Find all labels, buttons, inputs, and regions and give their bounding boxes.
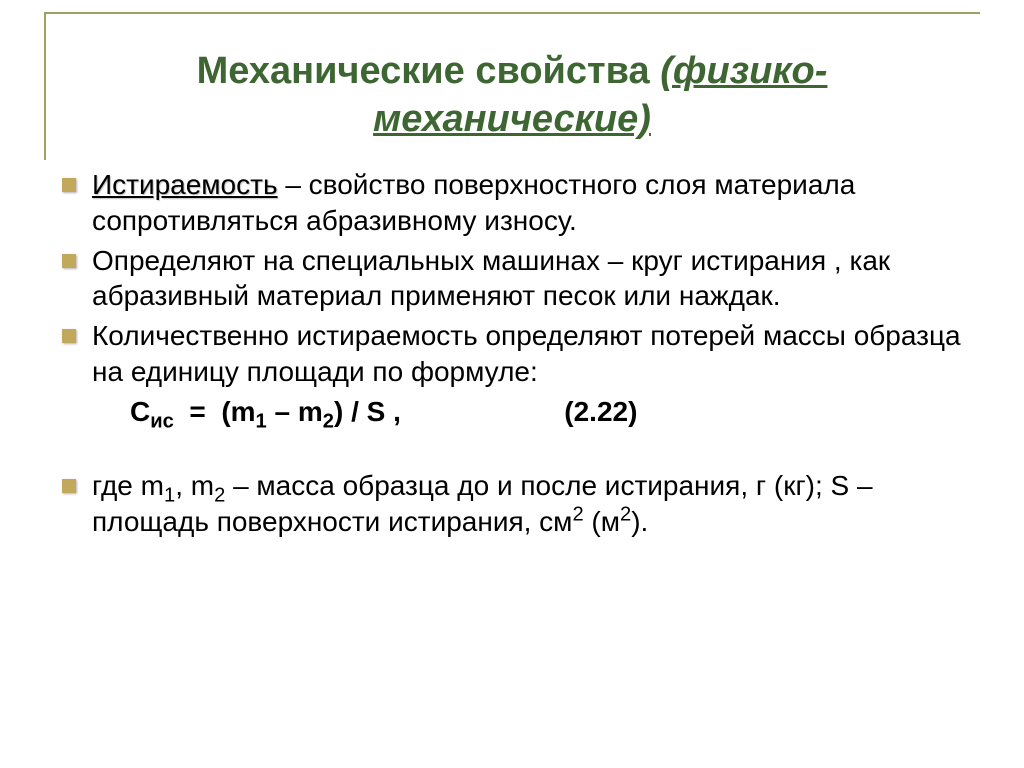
- formula-line: Сис = (m1 – m2) / S , (2.22): [62, 394, 980, 430]
- f-tail: ) / S , (2.22): [334, 396, 637, 427]
- f-sub: ис: [150, 411, 174, 433]
- bullet-icon: [62, 479, 76, 493]
- bullet-item: Истираемость – свойство поверхностного с…: [62, 167, 980, 239]
- w-sub1: 1: [164, 485, 175, 507]
- bullet-icon: [62, 254, 76, 268]
- w-sub2: 2: [214, 485, 225, 507]
- w-sup2: 2: [620, 504, 631, 526]
- w-sup1: 2: [572, 504, 583, 526]
- bullet-item: Количественно истираемость определяют по…: [62, 318, 980, 390]
- title-part1: Механические свойства: [197, 50, 661, 92]
- formula: Сис = (m1 – m2) / S , (2.22): [130, 394, 637, 430]
- title-part2: (физико-: [660, 50, 827, 92]
- bullet-text: Количественно истираемость определяют по…: [92, 318, 980, 390]
- bullet-item: где m1, m2 – масса образца до и после ис…: [62, 468, 980, 540]
- f-mid: – m: [267, 396, 323, 427]
- border-left: [44, 12, 46, 160]
- bullet-text: Истираемость – свойство поверхностного с…: [92, 167, 980, 239]
- bullet-text: Определяют на специальных машинах – круг…: [92, 243, 980, 315]
- bullet-item: Определяют на специальных машинах – круг…: [62, 243, 980, 315]
- border-top: [44, 12, 980, 14]
- spacer: [62, 434, 980, 468]
- w-mid1: , m: [175, 470, 214, 501]
- content: Истираемость – свойство поверхностного с…: [44, 157, 980, 540]
- bullet-icon: [62, 178, 76, 192]
- where-text: где m1, m2 – масса образца до и после ис…: [92, 468, 980, 540]
- w-text3: ).: [631, 506, 648, 537]
- slide-title: Механические свойства (физико- механичес…: [44, 20, 980, 157]
- f-sub2: 2: [323, 411, 334, 433]
- title-part3: механические): [373, 98, 651, 140]
- bullet-icon: [62, 329, 76, 343]
- term: Истираемость: [92, 169, 278, 200]
- f-body: = (m: [174, 396, 256, 427]
- slide: Механические свойства (физико- механичес…: [0, 0, 1024, 768]
- w-text2: (м: [584, 506, 620, 537]
- f-sub1: 1: [256, 411, 267, 433]
- f-prefix: С: [130, 396, 150, 427]
- w-prefix: где m: [92, 470, 164, 501]
